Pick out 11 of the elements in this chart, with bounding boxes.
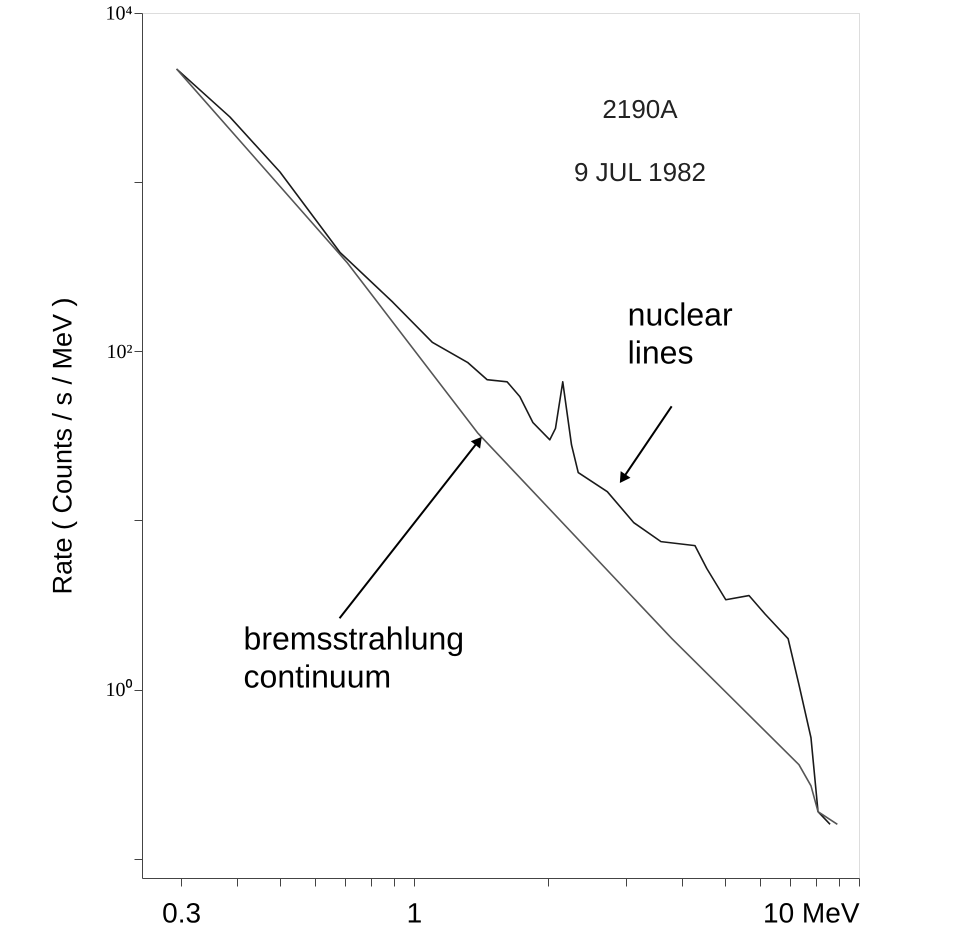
- annotation: 2190A: [602, 94, 678, 124]
- y-tick-label: 10²: [106, 340, 132, 363]
- x-tick-label: 1: [406, 898, 422, 928]
- annotation: nuclear lines: [628, 296, 733, 370]
- annotation: 9 JUL 1982: [574, 157, 706, 187]
- annotation: bremsstrahlung continuum: [244, 620, 464, 694]
- y-tick-label: 10⁰: [106, 678, 132, 702]
- x-tick-label: 0.3: [162, 898, 202, 928]
- y-axis-title: Rate ( Counts / s / MeV ): [48, 297, 78, 595]
- y-tick-label: 10⁴: [106, 2, 133, 24]
- x-tick-label: 10 MeV: [763, 898, 860, 928]
